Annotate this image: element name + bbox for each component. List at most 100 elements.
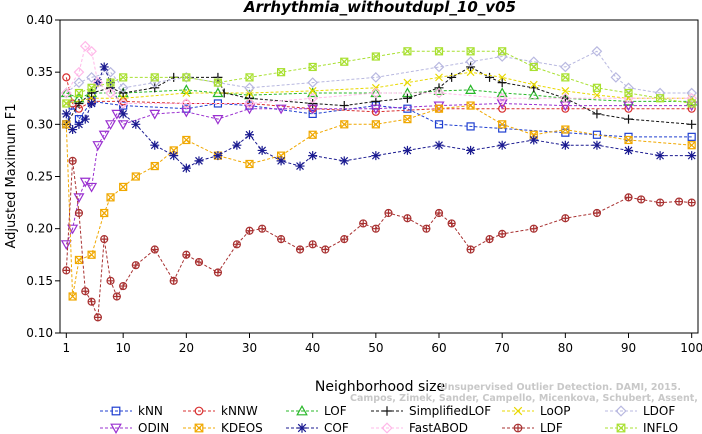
point-ldf: [529, 224, 538, 233]
point-ldf: [182, 250, 191, 259]
point-ldf: [422, 224, 431, 233]
point-odin: [212, 115, 224, 125]
point-simplifiedlof: [687, 119, 697, 129]
legend-item-cof: COF: [286, 421, 349, 434]
point-cof: [194, 156, 204, 166]
legend-item-ldof: LDOF: [605, 404, 675, 418]
point-ldf: [384, 208, 393, 218]
point-cof: [213, 151, 223, 161]
point-ldf: [434, 208, 444, 218]
point-loop: [466, 68, 475, 77]
point-ldf: [100, 235, 109, 244]
series-layer: [60, 40, 698, 322]
point-odin: [149, 109, 161, 120]
point-ldf: [81, 287, 90, 296]
point-cof: [169, 151, 179, 161]
legend-item-inflo: INFLO: [605, 421, 678, 434]
point-loop: [435, 73, 443, 82]
legend-item-loop: LoOP: [502, 404, 571, 418]
point-cof: [181, 163, 191, 173]
point-loop: [529, 80, 538, 89]
y-tick-label: 0.40: [26, 13, 53, 27]
point-fastabod: [92, 77, 104, 88]
point-inflo: [308, 62, 317, 72]
series-line-fastabod: [65, 45, 692, 104]
point-fastabod: [86, 45, 97, 57]
point-cof: [80, 114, 90, 124]
point-ldof: [117, 82, 129, 94]
point-ldf: [637, 195, 646, 204]
point-ldf: [687, 198, 696, 207]
point-cof: [87, 98, 97, 108]
point-fastabod: [73, 66, 85, 78]
point-fastabod: [117, 98, 129, 109]
legend-label: LDOF: [643, 404, 675, 418]
point-kdeos: [308, 130, 317, 139]
point-inflo: [87, 83, 96, 92]
point-inflo: [74, 88, 84, 98]
point-cof: [99, 62, 109, 72]
point-kdeos: [687, 141, 696, 150]
point-inflo: [434, 47, 444, 56]
point-kdeos: [74, 255, 84, 265]
point-inflo: [340, 57, 349, 66]
point-cof: [434, 140, 444, 150]
y-tick-label: 0.15: [26, 274, 53, 288]
point-cof: [276, 156, 286, 166]
point-fastabod: [496, 92, 508, 104]
point-kdeos: [371, 120, 380, 129]
point-ldf: [119, 281, 128, 291]
series-line-knnw: [65, 77, 692, 113]
point-cof: [655, 151, 665, 161]
y-tick-label: 0.10: [26, 326, 53, 340]
point-ldf: [466, 245, 475, 254]
point-kdeos: [403, 115, 412, 124]
point-ldof: [433, 61, 445, 73]
point-ldof: [244, 82, 255, 94]
point-kdeos: [106, 193, 115, 202]
point-ldf: [213, 268, 223, 277]
point-kdeos: [150, 161, 159, 171]
point-fastabod: [79, 40, 91, 52]
point-ldf: [447, 219, 456, 228]
legend-swatch-marker: [616, 423, 626, 433]
y-tick-label: 0.30: [26, 117, 53, 131]
point-kdeos: [340, 120, 349, 129]
point-inflo: [498, 47, 507, 56]
point-knn: [687, 132, 696, 141]
plot-frame: [59, 19, 699, 334]
point-cof: [61, 109, 71, 119]
point-fastabod: [105, 87, 116, 99]
point-cof: [497, 140, 507, 150]
watermark-line-1: Unsupervised Outlier Detection. DAMI, 20…: [440, 382, 681, 393]
point-cof: [592, 140, 602, 150]
point-ldof: [686, 87, 698, 99]
x-axis-label: Neighborhood size: [315, 379, 445, 395]
point-ldf: [340, 235, 349, 244]
point-cof: [131, 119, 141, 129]
x-tick-label: 90: [621, 341, 636, 355]
legend-item-knnw: kNNW: [183, 404, 258, 418]
point-knnw: [498, 104, 507, 113]
point-cof: [308, 151, 318, 161]
point-inflo: [561, 73, 570, 82]
point-ldf: [295, 245, 305, 254]
point-ldf: [359, 219, 368, 228]
series-knn: [62, 97, 696, 141]
legend-swatch-marker: [296, 404, 308, 416]
point-odin: [370, 104, 382, 115]
legend-swatch-marker: [381, 422, 393, 434]
point-odin: [79, 177, 91, 188]
point-ldf: [485, 235, 494, 244]
x-tick-label: 20: [179, 341, 194, 355]
point-knn: [403, 104, 412, 113]
series-line-ldof: [65, 50, 692, 94]
x-tick-label: 100: [680, 341, 702, 355]
point-lof: [370, 87, 382, 98]
point-cof: [295, 161, 305, 171]
point-odin: [243, 104, 256, 115]
point-ldof: [559, 61, 571, 73]
point-ldf: [93, 313, 103, 322]
series-line-simplifiedlof: [65, 66, 692, 125]
point-kdeos: [498, 120, 507, 129]
